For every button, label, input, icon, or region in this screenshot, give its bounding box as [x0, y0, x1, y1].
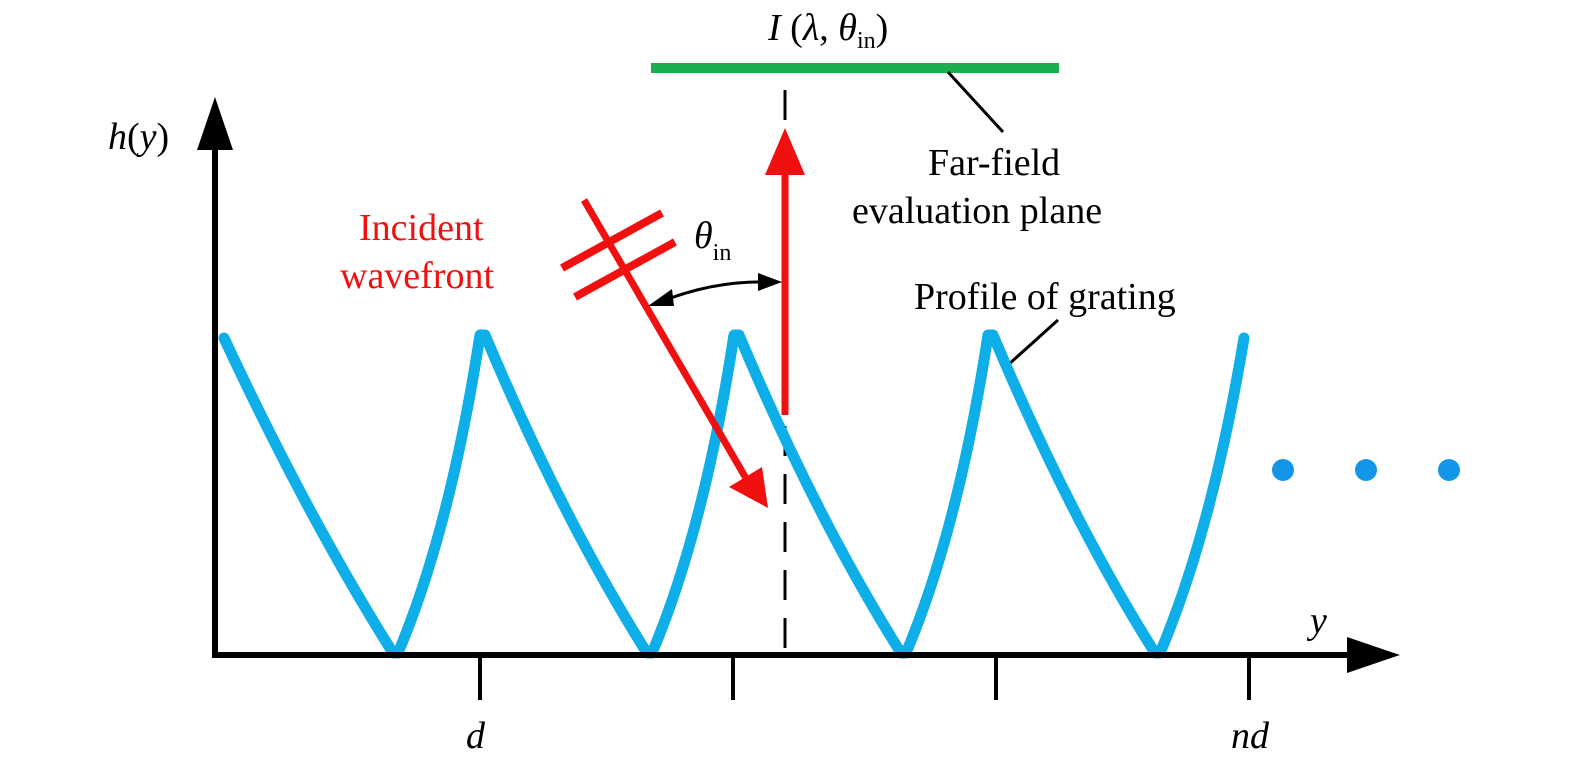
- theta-in-label: θin: [694, 215, 731, 266]
- profile-label: Profile of grating: [914, 276, 1176, 318]
- intensity-label: I (λ, θin): [767, 7, 888, 54]
- angle-arc-arrowhead-right: [758, 273, 782, 291]
- tick-label-nd: nd: [1231, 715, 1270, 757]
- tick-label-d: d: [466, 715, 486, 757]
- incident-label-line2: wavefront: [340, 255, 494, 297]
- h-axis-label: h(y): [108, 116, 169, 158]
- far-field-label-line1: Far-field: [928, 142, 1060, 184]
- grating-profile: [218, 329, 1250, 659]
- incident-ray: [580, 198, 751, 482]
- incident-label-line1: Incident: [359, 207, 484, 249]
- incident-ray-arrowhead: [729, 467, 768, 508]
- dot-2: [1355, 459, 1377, 481]
- profile-leader-line: [1006, 318, 1060, 367]
- angle-arc-arrowhead-left: [648, 289, 674, 306]
- wavefront-line-1: [560, 209, 664, 272]
- far-field-label-line2: evaluation plane: [852, 190, 1102, 232]
- diffracted-ray-arrowhead: [765, 128, 805, 175]
- h-axis-arrowhead: [197, 97, 233, 150]
- far-field-leader-line: [946, 70, 1005, 134]
- dot-1: [1272, 459, 1294, 481]
- ellipsis-dots-icon: [1272, 459, 1460, 481]
- y-axis-label: y: [1306, 600, 1327, 642]
- y-axis-arrowhead: [1347, 637, 1400, 673]
- angle-arc: [659, 280, 771, 304]
- dot-3: [1438, 459, 1460, 481]
